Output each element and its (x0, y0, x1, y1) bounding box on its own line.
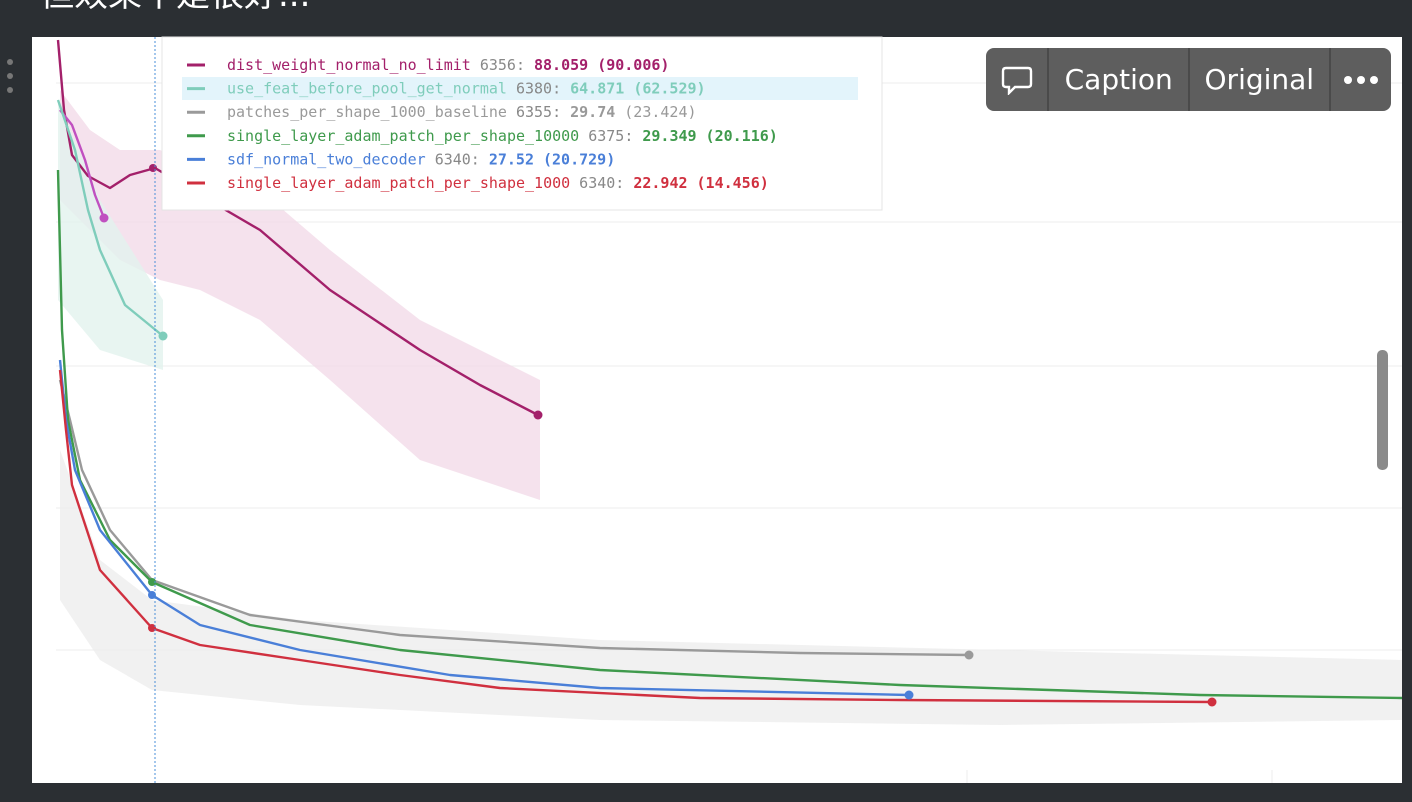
raw-value: (20.729) (543, 150, 615, 168)
raw-value: (23.424) (624, 103, 696, 121)
value: 27.52 (489, 150, 534, 168)
value: 88.059 (534, 56, 588, 74)
step: 6375: (588, 126, 633, 144)
drag-handle[interactable] (7, 59, 13, 93)
series-name: dist_weight_normal_no_limit (227, 56, 471, 74)
caption-button[interactable]: Caption (1049, 48, 1190, 111)
end-dots (99, 164, 1217, 707)
series-name: use_feat_before_pool_get_normal (227, 79, 507, 97)
curve (58, 369, 1213, 704)
curve (58, 359, 910, 697)
raw-band (60, 450, 1402, 725)
raw-value: (20.116) (706, 126, 778, 144)
curve (56, 99, 164, 337)
legend-entry: use_feat_before_pool_get_normal 6380: 64.8… (227, 79, 706, 97)
raw-value: (14.456) (697, 174, 769, 192)
legend-entry: single_layer_adam_patch_per_shape_1000 63… (227, 174, 769, 192)
series-name: single_layer_adam_patch_per_shape_1000 (227, 174, 570, 192)
legend-entry: single_layer_adam_patch_per_shape_10000 6… (227, 126, 778, 144)
legend-entry: dist_weight_normal_no_limit 6356: 88.059 (9… (227, 56, 669, 74)
scrollbar[interactable] (1377, 350, 1388, 470)
step: 6340: (435, 150, 480, 168)
legend-box (161, 36, 883, 211)
step: 6355: (516, 103, 561, 121)
raw-value: (62.529) (633, 79, 705, 97)
step: 6356: (480, 56, 525, 74)
value: 64.871 (570, 79, 624, 97)
more-icon (1343, 75, 1378, 84)
raw-band (58, 100, 163, 370)
legend: dist_weight_normal_no_limit 6356: 88.059 (9… (161, 36, 883, 211)
original-button[interactable]: Original (1190, 48, 1331, 111)
raw-value: (90.006) (597, 56, 669, 74)
value: 29.74 (570, 103, 615, 121)
more-button[interactable] (1331, 48, 1391, 111)
step: 6380: (516, 79, 561, 97)
page-title: 但效果不是很好... (40, 0, 310, 15)
toolbar: Caption Original (986, 48, 1391, 111)
legend-entry: patches_per_shape_1000_baseline 6355: 29.7… (227, 103, 697, 121)
comment-button[interactable] (986, 48, 1050, 111)
series-name: sdf_normal_two_decoder (227, 150, 426, 168)
series-name: single_layer_adam_patch_per_shape_10000 (227, 126, 579, 144)
value: 29.349 (642, 126, 696, 144)
value: 22.942 (633, 174, 687, 192)
legend-entry: sdf_normal_two_decoder 6340: 27.52 (20.729) (227, 150, 615, 168)
curve (59, 109, 106, 219)
curve (56, 169, 1403, 700)
curve (58, 379, 970, 657)
step: 6340: (579, 174, 624, 192)
legend-highlight (182, 77, 858, 100)
comment-icon (1001, 66, 1032, 95)
series-name: patches_per_shape_1000_baseline (227, 103, 507, 121)
